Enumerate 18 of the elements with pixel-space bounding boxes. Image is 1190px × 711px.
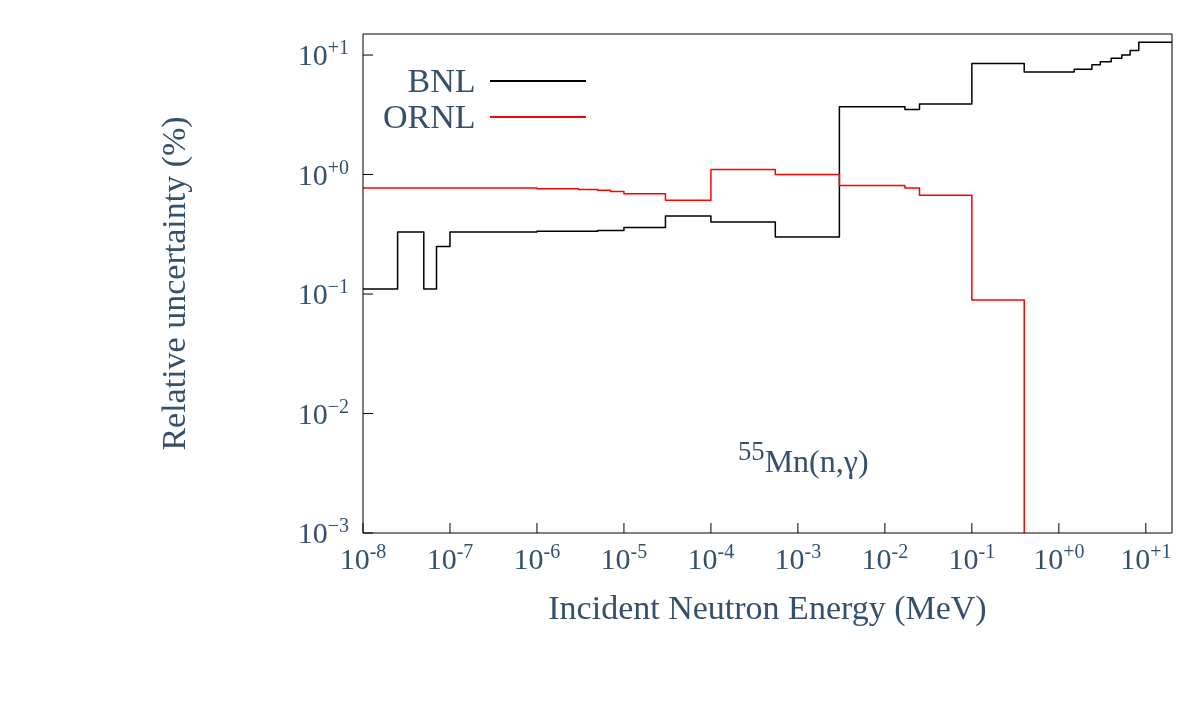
x-tick-label: 10$^{+0}$ bbox=[1033, 540, 1085, 575]
x-tick-label: 10$^{-6}$ bbox=[513, 540, 561, 575]
y-tick-label: 10$^{+1}$ bbox=[297, 36, 349, 72]
x-axis-title: Incident Neutron Energy (MeV) bbox=[548, 589, 987, 627]
legend-label: BNL bbox=[407, 62, 476, 100]
x-tick-label: 10$^{+1}$ bbox=[1120, 540, 1172, 575]
x-tick-label: 10$^{-2}$ bbox=[861, 540, 909, 575]
x-tick-label: 10$^{-3}$ bbox=[774, 540, 822, 575]
annotation: $^{55}$Mn(n,γ) bbox=[738, 436, 869, 480]
x-tick-label: 10$^{-1}$ bbox=[948, 540, 996, 575]
legend-label: ORNL bbox=[383, 98, 476, 136]
x-tick-label: 10$^{-7}$ bbox=[426, 540, 474, 575]
x-tick-label: 10$^{-4}$ bbox=[687, 540, 735, 575]
x-tick-label: 10$^{-5}$ bbox=[600, 540, 648, 575]
y-tick-label: 10$^{+0}$ bbox=[297, 155, 349, 191]
y-tick-label: 10$^{−1}$ bbox=[297, 275, 349, 311]
y-axis-title: Relative uncertainty (%) bbox=[155, 116, 194, 451]
y-tick-label: 10$^{−2}$ bbox=[297, 394, 349, 430]
